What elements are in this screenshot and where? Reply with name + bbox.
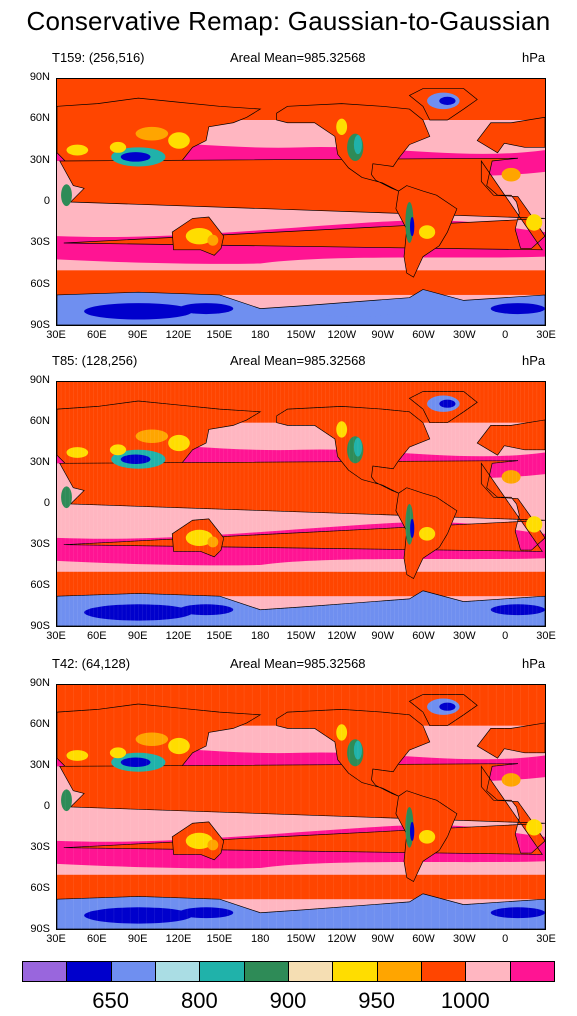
- x-tick-label: 0: [502, 329, 509, 341]
- colorbar-label: 900: [269, 988, 307, 1013]
- colorbar-swatch: [243, 961, 289, 982]
- x-tick-label: 90W: [371, 933, 394, 945]
- colorbar-label: 800: [180, 988, 218, 1013]
- x-tick-label: 120W: [327, 630, 357, 642]
- x-tick-label: 30W: [453, 329, 476, 341]
- x-tick-label: 0: [502, 933, 509, 945]
- x-tick-label: 0: [502, 630, 509, 642]
- y-tick-label: 60S: [30, 579, 50, 591]
- pressure-map: [56, 381, 546, 627]
- panel-label: T85: (128,256): [52, 353, 138, 368]
- x-tick-label: 90W: [371, 630, 394, 642]
- x-tick-label: 120E: [165, 329, 192, 341]
- y-tick-label: 60N: [29, 112, 50, 125]
- x-tick-label: 30E: [536, 329, 556, 341]
- pressure-map: [56, 684, 546, 930]
- colorbar-swatch: [332, 961, 378, 982]
- units-label: hPa: [522, 353, 546, 368]
- y-tick-label: 0: [43, 497, 50, 509]
- x-tick-label: 150W: [286, 933, 316, 945]
- x-tick-label: 120W: [327, 933, 357, 945]
- colorbar-swatch: [509, 961, 555, 982]
- colorbar-swatch: [288, 961, 334, 982]
- y-tick-label: 90N: [29, 71, 50, 83]
- colorbar-swatch: [199, 961, 245, 982]
- x-tick-label: 30W: [453, 630, 476, 642]
- y-tick-label: 60N: [29, 415, 50, 427]
- y-tick-label: 60S: [30, 882, 50, 894]
- x-tick-label: 180: [250, 329, 270, 341]
- colorbar-swatch: [421, 961, 467, 982]
- x-tick-label: 150W: [286, 630, 316, 642]
- x-tick-label: 30E: [46, 630, 66, 642]
- colorbar-label: 950: [358, 988, 396, 1013]
- x-tick-label: 60W: [412, 630, 435, 642]
- x-tick-label: 180: [250, 933, 270, 945]
- colorbar-label: 1000: [440, 988, 490, 1013]
- y-tick-label: 30S: [30, 841, 50, 853]
- x-tick-label: 150E: [206, 630, 233, 642]
- x-tick-label: 90W: [371, 329, 394, 341]
- x-tick-label: 90E: [127, 933, 148, 945]
- x-tick-label: 120W: [327, 329, 357, 341]
- y-tick-label: 30N: [29, 153, 50, 166]
- y-tick-label: 60S: [30, 277, 50, 290]
- y-tick-label: 90S: [30, 319, 50, 331]
- x-tick-label: 60W: [412, 329, 435, 341]
- x-tick-label: 30E: [46, 329, 66, 341]
- y-tick-label: 60N: [29, 718, 50, 730]
- figure-title: Conservative Remap: Gaussian-to-Gaussian: [26, 6, 551, 36]
- colorbar-label: 650: [92, 988, 130, 1013]
- x-tick-label: 60E: [87, 933, 107, 945]
- x-tick-label: 30W: [453, 933, 476, 945]
- x-tick-label: 30E: [536, 630, 556, 642]
- y-tick-label: 0: [43, 195, 50, 207]
- colorbar-swatch: [66, 961, 112, 982]
- x-tick-label: 150E: [206, 933, 233, 945]
- y-tick-label: 90S: [30, 923, 50, 935]
- x-tick-label: 180: [250, 630, 270, 642]
- y-tick-label: 90N: [29, 374, 50, 386]
- units-label: hPa: [522, 50, 546, 65]
- x-tick-label: 60E: [87, 630, 107, 642]
- pressure-map: [56, 78, 546, 326]
- areal-mean-label: Areal Mean=985.32568: [230, 50, 366, 65]
- panel-label: T42: (64,128): [52, 656, 131, 671]
- colorbar-swatch: [465, 961, 511, 982]
- y-tick-label: 0: [43, 800, 50, 812]
- colorbar-swatch: [110, 961, 156, 982]
- y-tick-label: 30N: [29, 759, 50, 771]
- x-tick-label: 90E: [127, 329, 148, 341]
- y-tick-label: 90S: [30, 620, 50, 632]
- x-tick-label: 60E: [87, 329, 107, 341]
- x-tick-label: 30E: [46, 933, 66, 945]
- colorbar-swatch: [376, 961, 422, 982]
- areal-mean-label: Areal Mean=985.32568: [230, 353, 366, 368]
- y-tick-label: 90N: [29, 677, 50, 689]
- areal-mean-label: Areal Mean=985.32568: [230, 656, 366, 671]
- y-tick-label: 30N: [29, 456, 50, 468]
- colorbar-swatch: [22, 961, 68, 982]
- x-tick-label: 60W: [412, 933, 435, 945]
- units-label: hPa: [522, 656, 546, 671]
- y-tick-label: 30S: [30, 236, 50, 249]
- panel-label: T159: (256,516): [52, 50, 145, 65]
- y-tick-label: 30S: [30, 538, 50, 550]
- x-tick-label: 90E: [127, 630, 148, 642]
- x-tick-label: 150W: [286, 329, 316, 341]
- x-tick-label: 120E: [165, 630, 192, 642]
- colorbar-swatch: [155, 961, 201, 982]
- x-tick-label: 150E: [206, 329, 233, 341]
- x-tick-label: 30E: [536, 933, 556, 945]
- colorbar: [22, 961, 555, 982]
- x-tick-label: 120E: [165, 933, 192, 945]
